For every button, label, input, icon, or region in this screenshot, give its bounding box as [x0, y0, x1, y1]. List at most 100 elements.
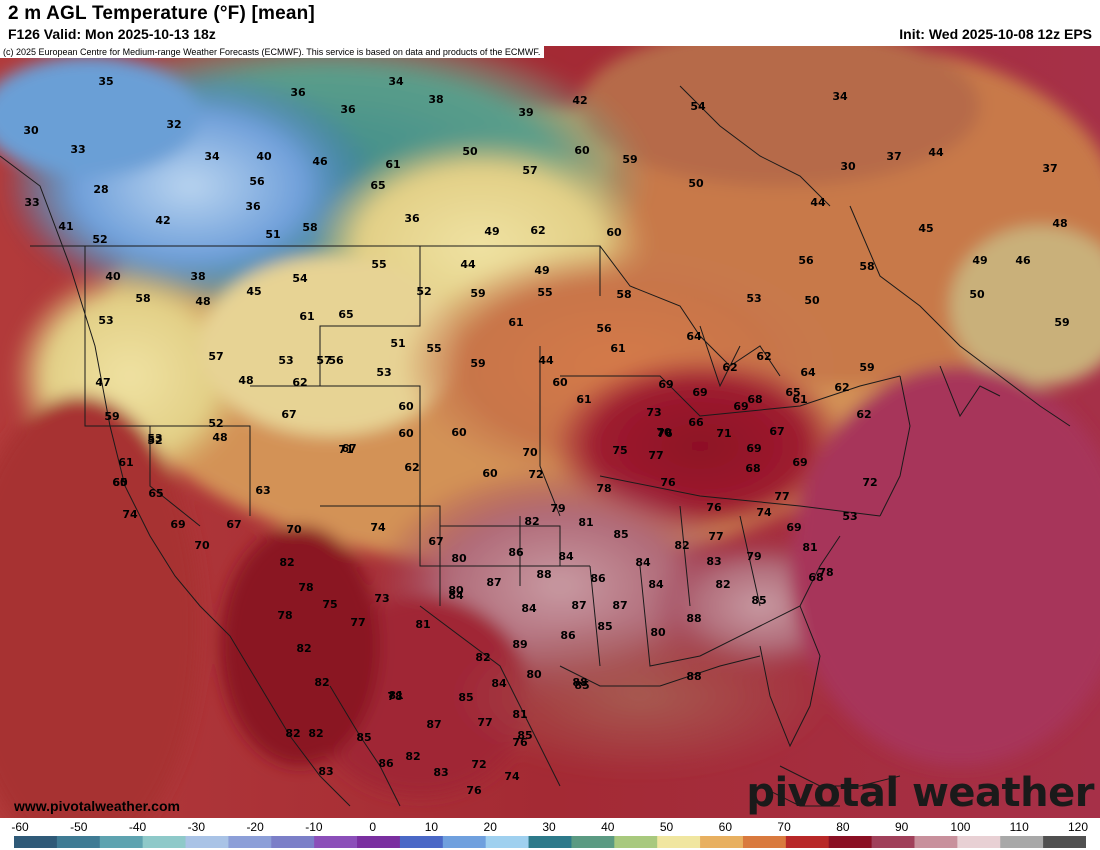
- temp-value: 61: [508, 316, 523, 329]
- temp-value: 33: [70, 143, 85, 156]
- temp-value: 77: [350, 616, 365, 629]
- temp-value: 28: [93, 183, 108, 196]
- temp-value: 58: [135, 292, 150, 305]
- temp-value: 82: [296, 642, 311, 655]
- colorbar-swatch: [99, 836, 144, 848]
- temp-value: 30: [840, 160, 856, 173]
- colorbar-tick-label: -10: [305, 820, 323, 834]
- temp-value: 82: [674, 539, 689, 552]
- temp-value: 78: [387, 690, 402, 703]
- temp-value: 40: [105, 270, 121, 283]
- colorbar-swatch: [742, 836, 787, 848]
- temp-value: 69: [692, 386, 707, 399]
- temp-value: 74: [756, 506, 772, 519]
- temp-value: 81: [578, 516, 593, 529]
- temp-value: 66: [688, 416, 704, 429]
- temp-value: 30: [23, 124, 39, 137]
- temp-value: 87: [571, 599, 586, 612]
- temp-value: 78: [818, 566, 833, 579]
- temp-value: 53: [746, 292, 761, 305]
- temp-value: 78: [298, 581, 313, 594]
- temp-value: 44: [460, 258, 476, 271]
- colorbar-swatch: [828, 836, 873, 848]
- colorbar-swatch: [785, 836, 830, 848]
- temperature-map[interactable]: 35 34 36 38 42 54 36 34 32 39 30 33 34 4…: [0, 46, 1100, 818]
- temp-value: 88: [686, 612, 701, 625]
- temp-value: 77: [648, 449, 663, 462]
- temp-value: 53: [98, 314, 113, 327]
- temp-value: 61: [792, 393, 807, 406]
- temp-value: 84: [521, 602, 537, 615]
- colorbar-swatch: [185, 836, 229, 848]
- colorbar-swatch: [1043, 836, 1086, 848]
- colorbar-swatch: [228, 836, 272, 848]
- temp-value: 67: [341, 442, 356, 455]
- temp-value: 61: [385, 158, 400, 171]
- temp-value: 76: [512, 736, 528, 749]
- temp-value: 86: [508, 546, 524, 559]
- colorbar-tick-label: -40: [128, 820, 147, 834]
- temp-value: 68: [745, 462, 760, 475]
- temp-value: 62: [856, 408, 871, 421]
- temp-value: 75: [612, 444, 627, 457]
- temp-value: 87: [426, 718, 441, 731]
- temp-value: 34: [832, 90, 848, 103]
- colorbar-tick-label: 40: [601, 820, 615, 834]
- temp-value: 83: [318, 765, 333, 778]
- temp-value: 58: [859, 260, 874, 273]
- temp-value: 62: [530, 224, 545, 237]
- temp-value: 72: [528, 468, 543, 481]
- colorbar-tick-label: 80: [836, 820, 850, 834]
- temp-value: 42: [572, 94, 587, 107]
- colorbar-swatch: [399, 836, 444, 848]
- temp-value: 81: [415, 618, 430, 631]
- init-time: Init: Wed 2025-10-08 12z EPS: [899, 26, 1092, 42]
- temp-value: 82: [308, 727, 323, 740]
- temp-value: 84: [635, 556, 651, 569]
- temp-value: 50: [462, 145, 478, 158]
- temp-value: 69: [170, 518, 185, 531]
- colorbar-tick-label: 90: [894, 820, 909, 834]
- colorbar-tick-label: 20: [483, 820, 497, 834]
- temp-value: 78: [277, 609, 292, 622]
- temp-value: 72: [862, 476, 877, 489]
- temp-value: 34: [204, 150, 220, 163]
- colorbar-swatch: [957, 836, 1001, 848]
- temp-value: 67: [769, 425, 784, 438]
- temp-value: 59: [622, 153, 637, 166]
- temp-value: 52: [416, 285, 431, 298]
- temp-value: 76: [660, 476, 676, 489]
- colorbar-tick-label: -30: [187, 820, 205, 834]
- colorbar-swatch: [442, 836, 487, 848]
- temp-value: 60: [398, 400, 414, 413]
- temp-value: 69: [786, 521, 801, 534]
- temp-value: 83: [706, 555, 721, 568]
- temp-value: 64: [800, 366, 816, 379]
- temp-value: 62: [404, 461, 419, 474]
- temp-value: 48: [1052, 217, 1067, 230]
- temp-value: 57: [208, 350, 223, 363]
- temp-value: 48: [212, 431, 227, 444]
- temp-value: 45: [246, 285, 261, 298]
- temp-value: 36: [340, 103, 356, 116]
- temp-value: 52: [147, 434, 162, 447]
- temp-value: 51: [265, 228, 280, 241]
- temp-value: 54: [292, 272, 308, 285]
- site-url[interactable]: www.pivotalweather.com: [14, 798, 180, 814]
- temp-value: 65: [785, 386, 800, 399]
- temp-value: 59: [104, 410, 119, 423]
- copyright-notice: (c) 2025 European Centre for Medium-rang…: [0, 46, 545, 58]
- temp-value: 56: [328, 354, 344, 367]
- temp-value: 85: [597, 620, 612, 633]
- temp-value: 40: [256, 150, 272, 163]
- temp-value: 80: [526, 668, 542, 681]
- colorbar-tick-label: 30: [542, 820, 556, 834]
- temp-value: 70: [286, 523, 302, 536]
- temp-value: 49: [484, 225, 499, 238]
- temp-value: 83: [433, 766, 448, 779]
- temp-value: 65: [112, 476, 127, 489]
- temp-value: 62: [834, 381, 849, 394]
- colorbar-tick-label: 120: [1067, 820, 1089, 834]
- temp-value: 81: [388, 689, 403, 702]
- map-header: 2 m AGL Temperature (°F) [mean] F126 Val…: [0, 0, 1100, 46]
